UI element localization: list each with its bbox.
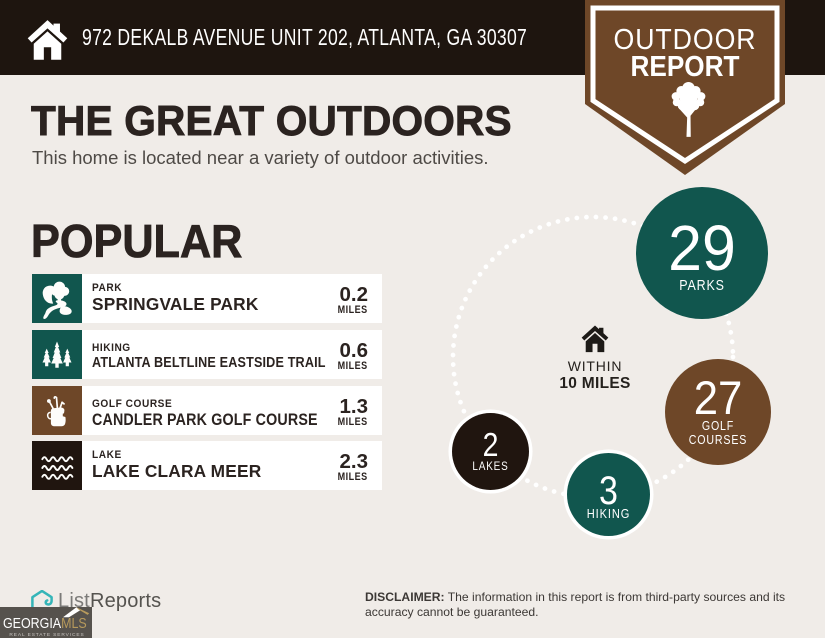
svg-text:OUTDOOR: OUTDOOR — [614, 24, 757, 56]
svg-text:REPORT: REPORT — [631, 51, 741, 83]
